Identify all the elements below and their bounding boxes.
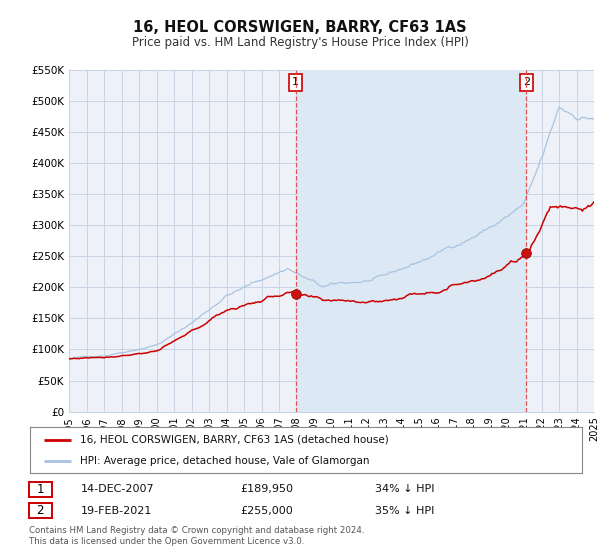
Text: £255,000: £255,000 [240,506,293,516]
Text: £189,950: £189,950 [240,484,293,494]
Text: 2: 2 [37,504,44,517]
Text: 16, HEOL CORSWIGEN, BARRY, CF63 1AS: 16, HEOL CORSWIGEN, BARRY, CF63 1AS [133,20,467,35]
Text: 1: 1 [37,483,44,496]
Text: This data is licensed under the Open Government Licence v3.0.: This data is licensed under the Open Gov… [29,538,304,547]
Text: 19-FEB-2021: 19-FEB-2021 [81,506,152,516]
Text: Contains HM Land Registry data © Crown copyright and database right 2024.: Contains HM Land Registry data © Crown c… [29,526,364,535]
Text: HPI: Average price, detached house, Vale of Glamorgan: HPI: Average price, detached house, Vale… [80,456,369,466]
Text: 35% ↓ HPI: 35% ↓ HPI [375,506,434,516]
Text: 1: 1 [292,77,299,87]
Text: 16, HEOL CORSWIGEN, BARRY, CF63 1AS (detached house): 16, HEOL CORSWIGEN, BARRY, CF63 1AS (det… [80,435,388,445]
Text: 34% ↓ HPI: 34% ↓ HPI [375,484,434,494]
Text: 14-DEC-2007: 14-DEC-2007 [81,484,155,494]
Bar [296,70,526,412]
Text: 2: 2 [523,77,530,87]
Text: Price paid vs. HM Land Registry's House Price Index (HPI): Price paid vs. HM Land Registry's House … [131,36,469,49]
